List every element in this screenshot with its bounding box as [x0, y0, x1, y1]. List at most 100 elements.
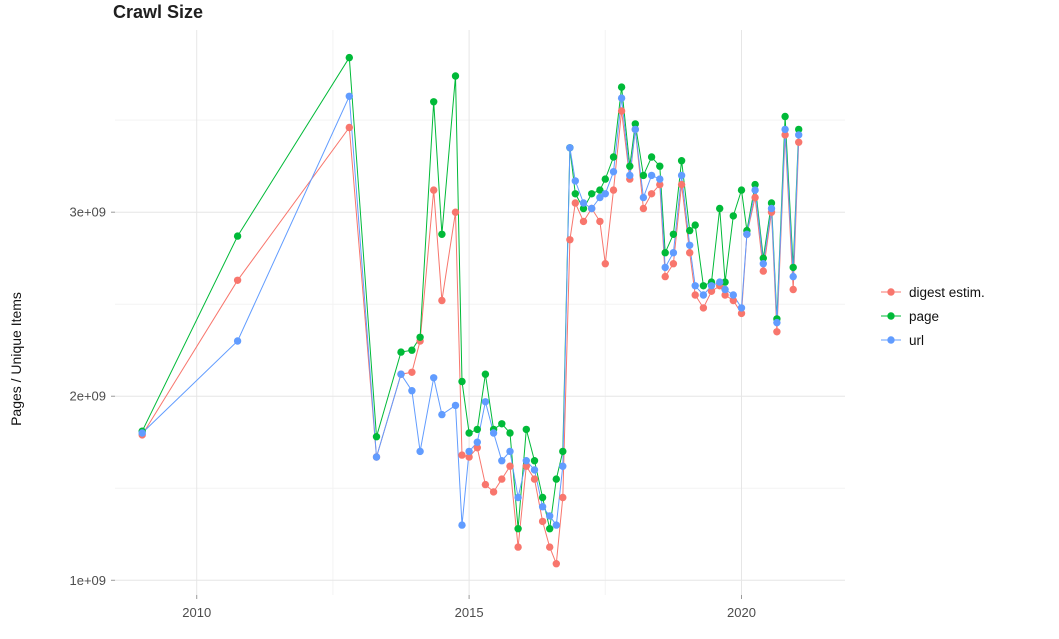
data-point-page: [530, 457, 539, 465]
data-point-page: [795, 125, 803, 134]
data-point-digest-estim: [781, 131, 789, 139]
data-point-url: [609, 168, 618, 176]
data-point-url: [686, 241, 694, 249]
data-point-digest-estim: [571, 199, 579, 207]
legend: digest estim. page url: [880, 284, 985, 348]
data-point-digest-estim: [538, 517, 547, 526]
data-point-page: [677, 157, 686, 165]
data-point-page: [408, 346, 416, 354]
data-point-page: [430, 98, 438, 106]
data-point-page: [233, 232, 242, 240]
data-point-page: [596, 186, 604, 194]
series-line-url: [141, 96, 800, 527]
data-point-url: [430, 374, 438, 382]
data-point-url: [416, 447, 424, 456]
data-point-url: [138, 429, 146, 437]
data-point-page: [609, 153, 618, 161]
data-point-digest-estim: [451, 208, 460, 216]
data-point-url: [677, 171, 686, 180]
data-point-digest-estim: [506, 462, 514, 470]
data-point-url: [661, 263, 669, 272]
data-point-url: [546, 512, 554, 520]
data-point-digest-estim: [691, 291, 699, 299]
data-point-page: [751, 180, 759, 189]
data-point-digest-estim: [345, 123, 353, 132]
data-point-url: [737, 304, 746, 312]
data-point-digest-estim: [579, 217, 588, 226]
data-point-page: [647, 153, 656, 161]
data-point-page: [481, 370, 490, 378]
data-point-page: [721, 278, 729, 286]
data-point-digest-estim: [546, 543, 554, 551]
data-point-page: [789, 263, 797, 272]
legend-label: url: [909, 332, 925, 348]
data-point-url: [601, 190, 609, 198]
chart-title: Crawl Size: [113, 2, 204, 22]
data-point-page: [458, 377, 466, 386]
data-point-url: [743, 230, 751, 238]
data-point-url: [596, 193, 604, 202]
data-point-digest-estim: [559, 493, 567, 502]
data-point-url: [522, 457, 530, 465]
data-point-digest-estim: [233, 276, 242, 284]
data-point-url: [465, 447, 473, 456]
data-point-digest-estim: [759, 267, 767, 275]
data-point-url: [789, 272, 797, 281]
data-point-digest-estim: [789, 285, 797, 294]
data-point-digest-estim: [751, 193, 759, 202]
data-point-digest-estim: [721, 291, 729, 299]
data-point-url: [669, 249, 678, 257]
data-point-digest-estim: [514, 543, 522, 551]
data-point-digest-estim: [458, 451, 466, 459]
data-point-page: [631, 120, 639, 128]
data-point-digest-estim: [601, 260, 609, 268]
data-point-url: [438, 410, 446, 419]
data-point-digest-estim: [686, 249, 694, 257]
data-point-url: [751, 186, 759, 194]
data-point-page: [465, 429, 473, 437]
data-point-url: [458, 521, 466, 529]
legend-key-icon: [881, 336, 901, 344]
data-point-url: [626, 171, 634, 180]
data-point-digest-estim: [465, 453, 473, 461]
data-point-page: [397, 348, 405, 356]
data-point-digest-estim: [647, 190, 656, 198]
data-point-page: [601, 175, 609, 183]
legend-key-icon: [881, 288, 901, 296]
data-point-url: [617, 94, 626, 102]
data-point-digest-estim: [566, 236, 574, 244]
data-point-digest-estim: [609, 186, 618, 194]
data-point-url: [345, 92, 353, 101]
data-point-page: [686, 226, 694, 235]
data-point-page: [438, 230, 446, 238]
data-point-url: [530, 466, 539, 474]
data-point-url: [759, 260, 767, 268]
data-point-page: [506, 429, 514, 437]
data-point-digest-estim: [617, 107, 626, 115]
data-point-page: [514, 525, 522, 533]
data-point-url: [631, 125, 639, 134]
data-point-digest-estim: [661, 272, 669, 281]
data-point-url: [691, 282, 699, 290]
data-point-url: [473, 438, 481, 446]
data-point-digest-estim: [438, 296, 446, 305]
data-point-page: [737, 186, 746, 194]
data-point-url: [451, 401, 460, 410]
data-point-page: [656, 162, 664, 170]
data-point-page: [691, 221, 699, 229]
data-point-page: [451, 72, 460, 80]
data-point-page: [626, 162, 634, 170]
data-point-url: [729, 291, 737, 299]
data-point-page: [767, 199, 776, 207]
data-point-page: [546, 525, 554, 533]
legend-item: url: [880, 332, 985, 348]
data-point-url: [781, 125, 789, 134]
data-point-digest-estim: [729, 296, 737, 305]
data-point-url: [233, 337, 242, 345]
data-point-page: [639, 171, 648, 180]
data-point-url: [707, 282, 716, 290]
data-point-digest-estim: [408, 368, 416, 376]
data-point-digest-estim: [430, 186, 438, 194]
data-point-page: [559, 447, 567, 456]
data-point-url: [699, 291, 708, 299]
